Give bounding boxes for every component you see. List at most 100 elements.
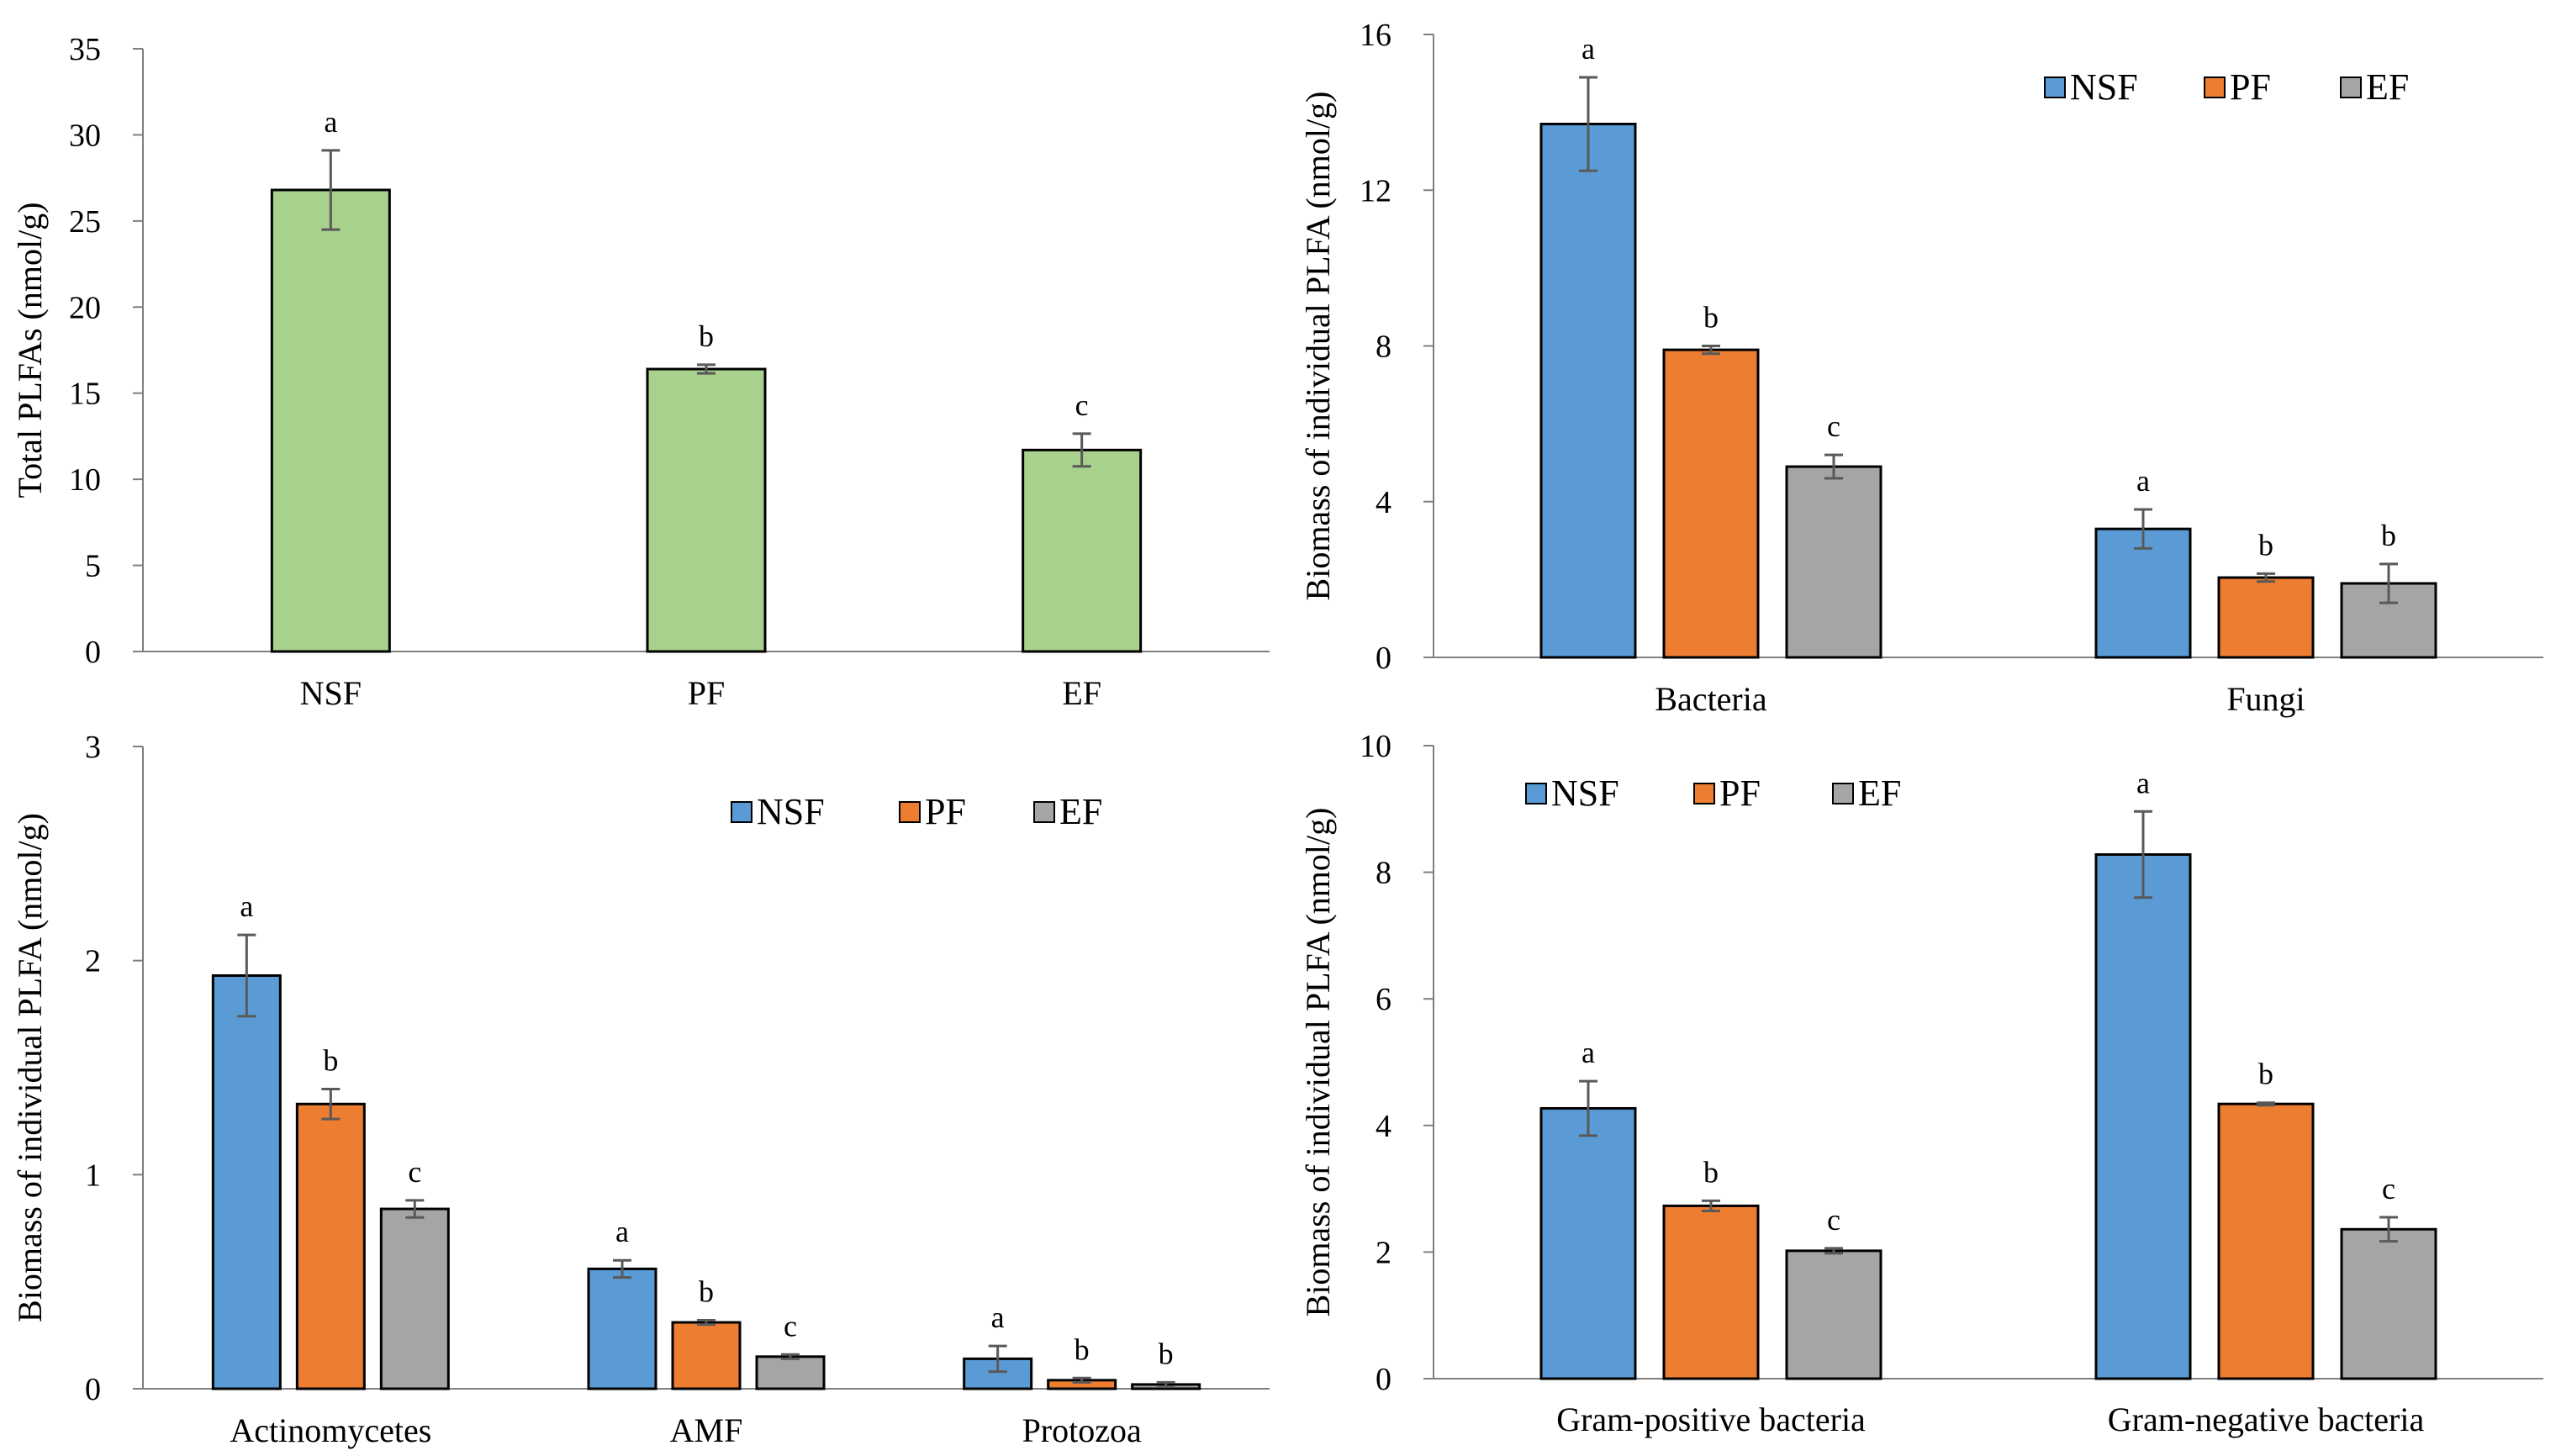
significance-letter: b bbox=[699, 319, 714, 353]
legend-label: PF bbox=[1719, 773, 1761, 814]
y-tick-label: 15 bbox=[69, 377, 101, 412]
significance-letter: c bbox=[2382, 1172, 2395, 1205]
significance-letter: a bbox=[991, 1300, 1005, 1334]
legend-swatch bbox=[1033, 801, 1055, 823]
legend-label: NSF bbox=[1551, 773, 1619, 814]
bar-pf bbox=[295, 1102, 366, 1390]
significance-letter: b bbox=[1703, 1155, 1719, 1189]
x-tick-label: Gram-negative bacteria bbox=[2108, 1401, 2425, 1438]
bar-total-plfas bbox=[270, 188, 391, 653]
bar-pf bbox=[1662, 348, 1760, 659]
y-tick-label: 10 bbox=[1360, 729, 1391, 764]
y-tick-label: 30 bbox=[69, 118, 101, 153]
y-tick-label: 1 bbox=[85, 1158, 101, 1193]
bar-nsf bbox=[2094, 853, 2192, 1380]
legend-label: EF bbox=[1059, 791, 1102, 832]
significance-letter: b bbox=[2258, 1058, 2273, 1091]
significance-letter: a bbox=[1581, 1036, 1595, 1069]
significance-letter: a bbox=[2136, 464, 2150, 498]
bar-total-plfas bbox=[1022, 448, 1143, 653]
significance-letter: c bbox=[1827, 409, 1840, 443]
x-tick-label: NSF bbox=[300, 674, 362, 712]
significance-letter: a bbox=[1581, 32, 1595, 66]
bar-nsf bbox=[1539, 1106, 1637, 1380]
y-tick-label: 6 bbox=[1376, 982, 1391, 1017]
significance-letter: c bbox=[1827, 1203, 1840, 1237]
y-tick-label: 4 bbox=[1376, 1109, 1391, 1144]
legend-swatch bbox=[2044, 76, 2066, 98]
legend-label: NSF bbox=[757, 791, 825, 832]
bar-ef bbox=[755, 1355, 826, 1390]
bar-ef bbox=[1785, 465, 1882, 659]
chart-actino-amf-protozoa: 0 1 2 3 Biomass of individual PLFA (nmol/g) A… bbox=[11, 730, 1270, 1449]
legend-swatch bbox=[1693, 783, 1715, 804]
legend-swatch bbox=[2204, 76, 2226, 98]
y-tick-label: 8 bbox=[1376, 856, 1391, 891]
significance-letter: b bbox=[1075, 1332, 1090, 1366]
y-tick-label: 2 bbox=[85, 944, 101, 979]
significance-letter: b bbox=[1159, 1337, 1174, 1370]
significance-letter: a bbox=[240, 889, 253, 923]
significance-letter: a bbox=[615, 1215, 629, 1248]
legend-label: EF bbox=[1858, 773, 1901, 814]
chart-gram: 0 2 4 6 8 10 Biomass of individual PLFA (nmol/… bbox=[1299, 729, 2543, 1438]
legend-swatch bbox=[731, 801, 752, 823]
x-tick-label: AMF bbox=[670, 1411, 743, 1449]
significance-letter: a bbox=[2136, 766, 2150, 799]
significance-letter: b bbox=[2381, 519, 2396, 552]
y-tick-label: 0 bbox=[1376, 1362, 1391, 1397]
legend-label: NSF bbox=[2070, 66, 2138, 108]
x-tick-label: EF bbox=[1062, 674, 1101, 712]
y-tick-label: 16 bbox=[1360, 18, 1391, 53]
significance-letter: c bbox=[784, 1309, 797, 1343]
y-tick-label: 35 bbox=[69, 32, 101, 67]
x-tick-label: Actinomycetes bbox=[230, 1411, 431, 1449]
bar-nsf bbox=[211, 973, 282, 1390]
legend-swatch bbox=[899, 801, 921, 823]
legend-label: PF bbox=[925, 791, 966, 832]
y-tick-label: 8 bbox=[1376, 330, 1391, 365]
bar-ef bbox=[1785, 1249, 1882, 1380]
chart-total: 0 5 10 15 20 25 30 35 Total PLFAs (nmol/g) NSF a PF… bbox=[11, 32, 1270, 712]
bar-ef bbox=[379, 1207, 450, 1390]
y-axis-label: Biomass of individual PLFA (nmol/g) bbox=[11, 813, 49, 1322]
y-axis-label: Biomass of individual PLFA (nmol/g) bbox=[1299, 92, 1337, 601]
x-tick-label: Protozoa bbox=[1022, 1411, 1142, 1449]
x-tick-label: Fungi bbox=[2226, 680, 2305, 718]
significance-letter: b bbox=[2258, 528, 2273, 562]
chart-bacteria-fungi: 0 4 8 12 16 Biomass of individual PLFA (nmol/… bbox=[1299, 18, 2543, 718]
legend-swatch bbox=[1525, 783, 1547, 804]
bar-pf bbox=[2217, 576, 2315, 659]
x-tick-label: PF bbox=[688, 674, 726, 712]
legend-label: EF bbox=[2366, 66, 2409, 108]
y-tick-label: 2 bbox=[1376, 1235, 1391, 1270]
y-tick-label: 3 bbox=[85, 730, 101, 765]
legend-label: PF bbox=[2230, 66, 2271, 108]
significance-letter: b bbox=[1703, 301, 1719, 335]
y-tick-label: 0 bbox=[85, 1372, 101, 1407]
y-tick-label: 5 bbox=[85, 549, 101, 584]
bar-nsf bbox=[1539, 123, 1637, 659]
y-tick-label: 10 bbox=[69, 462, 101, 498]
bar-pf bbox=[671, 1321, 742, 1390]
significance-letter: a bbox=[324, 105, 337, 139]
y-axis-label: Biomass of individual PLFA (nmol/g) bbox=[1299, 808, 1337, 1317]
bar-pf bbox=[1662, 1204, 1760, 1380]
significance-letter: b bbox=[699, 1275, 714, 1309]
significance-letter: b bbox=[323, 1043, 338, 1077]
bar-pf bbox=[2217, 1102, 2315, 1380]
y-tick-label: 4 bbox=[1376, 485, 1391, 520]
y-tick-label: 0 bbox=[85, 635, 101, 670]
x-tick-label: Bacteria bbox=[1655, 680, 1766, 718]
bar-ef bbox=[2340, 1227, 2437, 1380]
legend-swatch bbox=[2340, 76, 2362, 98]
y-axis-label: Total PLFAs (nmol/g) bbox=[11, 202, 49, 498]
y-tick-label: 12 bbox=[1360, 173, 1391, 208]
bar-total-plfas bbox=[646, 367, 767, 653]
y-tick-label: 0 bbox=[1376, 641, 1391, 676]
significance-letter: c bbox=[1075, 388, 1089, 422]
legend-swatch bbox=[1832, 783, 1854, 804]
x-tick-label: Gram-positive bacteria bbox=[1556, 1401, 1866, 1438]
bar-nsf bbox=[587, 1267, 657, 1390]
